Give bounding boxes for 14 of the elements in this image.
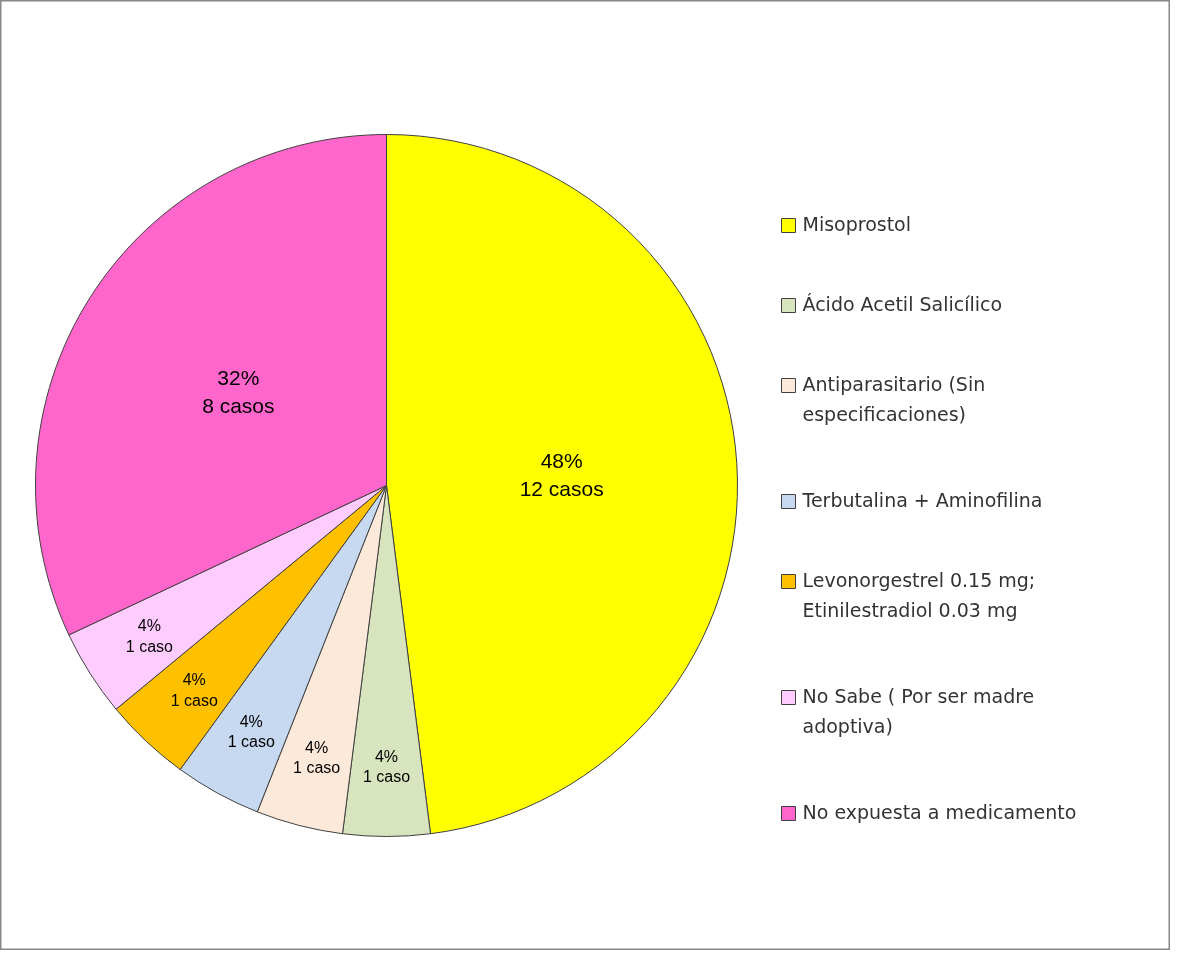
- legend-label: Misoprostol: [802, 212, 912, 235]
- data-label: 4% 1 caso: [125, 617, 174, 655]
- data-label: 48% 12 casos: [519, 449, 604, 500]
- data-label: 4% 1 caso: [362, 747, 411, 785]
- data-label: 4% 1 caso: [170, 671, 218, 709]
- data-label: 4% 1 caso: [227, 712, 275, 751]
- legend-label: Levonorgestrel 0.15 mg; Etinilestradiol 0.03 mg: [802, 568, 1036, 622]
- legend-label: Antiparasitario (Sin especificaciones): [802, 372, 986, 426]
- data-label: 32% 8 casos: [202, 366, 275, 417]
- legend-label: Ácido Acetil Salicílico: [802, 292, 1003, 315]
- data-label: 4% 1 caso: [293, 738, 341, 777]
- legend-label: No Sabe ( Por ser madre adoptiva): [802, 684, 1035, 738]
- legend-label: No expuesta a medicamento: [802, 800, 1077, 823]
- legend-label: Terbutalina + Aminofilina: [801, 488, 1043, 511]
